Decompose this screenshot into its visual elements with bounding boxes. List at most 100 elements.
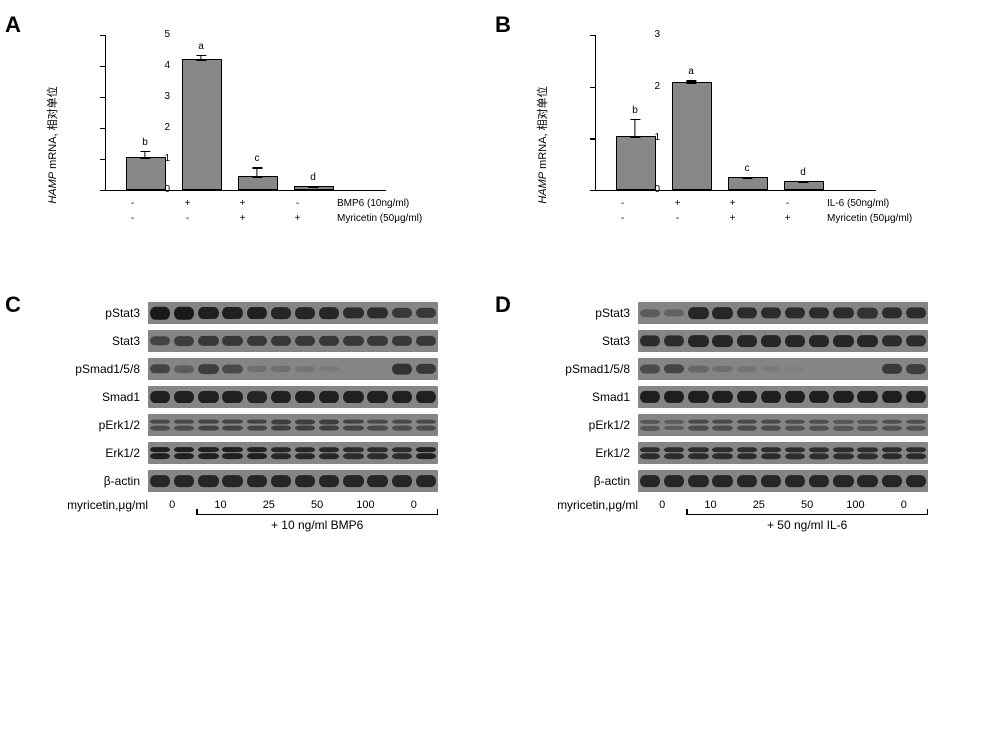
blot-band: [222, 447, 242, 453]
wb-protein-label: β-actin: [60, 474, 148, 488]
blot-lane: [807, 386, 831, 408]
blot-lane: [293, 386, 317, 408]
blot-strip: [148, 442, 438, 464]
blot-band: [198, 447, 218, 453]
blot-band: [392, 308, 412, 318]
blot-band: [343, 447, 363, 452]
blot-strip: [638, 358, 928, 380]
blot-lane: [638, 386, 662, 408]
significance-label: c: [238, 153, 276, 164]
blot-band: [737, 335, 757, 347]
blot-band: [319, 454, 339, 460]
blot-lane: [735, 302, 759, 324]
blot-band: [664, 335, 684, 346]
blot-lane: [221, 386, 245, 408]
wb-dose-label: 0: [880, 499, 928, 511]
blot-band: [319, 475, 339, 487]
wb-row: Smad1: [60, 384, 460, 410]
blot-lane: [686, 302, 710, 324]
blot-band: [882, 364, 902, 374]
blot-band: [271, 419, 291, 424]
treatment-mark: +: [270, 211, 325, 226]
wb-C-xlabel: myricetin,μg/ml: [60, 498, 148, 512]
blot-band: [906, 475, 926, 487]
blot-band: [319, 391, 339, 403]
wb-protein-label: pSmad1/5/8: [550, 362, 638, 376]
blot-band: [198, 364, 218, 374]
chart-A-plot: bacd: [105, 35, 386, 191]
blot-band: [247, 307, 267, 319]
blot-lane: [148, 442, 172, 464]
blot-lane: [807, 358, 831, 380]
blot-band: [809, 419, 829, 424]
blot-band: [664, 447, 684, 452]
blot-lane: [711, 470, 735, 492]
blot-lane: [245, 302, 269, 324]
blot-band: [785, 367, 805, 372]
wb-protein-label: pStat3: [550, 306, 638, 320]
blot-lane: [196, 302, 220, 324]
blot-band: [392, 454, 412, 459]
blot-band: [222, 307, 242, 319]
blot-lane: [366, 358, 390, 380]
blot-lane: [662, 414, 686, 436]
blot-lane: [904, 358, 928, 380]
figure: A HAMP mRNA, 相对单位 bacd -++-BMP6 (10ng/ml…: [20, 20, 980, 540]
blot-band: [906, 335, 926, 346]
blot-strip: [148, 470, 438, 492]
blot-lane: [196, 470, 220, 492]
error-bar: [802, 181, 803, 183]
blot-lane: [196, 358, 220, 380]
blot-lane: [686, 470, 710, 492]
blot-band: [688, 307, 708, 319]
blot-band: [640, 475, 660, 487]
ytick-label: 1: [150, 153, 170, 164]
blot-band: [688, 366, 708, 373]
blot-band: [737, 307, 757, 318]
ytick: [100, 159, 106, 160]
blot-lane: [293, 358, 317, 380]
blot-band: [737, 391, 757, 403]
treatment-label: BMP6 (10ng/ml): [337, 196, 409, 211]
blot-band: [271, 366, 291, 372]
blot-band: [319, 336, 339, 346]
blot-band: [319, 307, 339, 319]
blot-band: [174, 419, 194, 424]
ytick-label: 0: [640, 184, 660, 195]
blot-band: [737, 454, 757, 459]
blot-band: [640, 365, 660, 374]
blot-lane: [221, 330, 245, 352]
significance-label: a: [672, 66, 710, 77]
blot-lane: [317, 358, 341, 380]
blot-band: [882, 391, 902, 403]
treatment-mark: -: [595, 196, 650, 211]
treatment-mark: +: [215, 196, 270, 211]
blot-band: [833, 367, 853, 371]
blot-band: [712, 335, 732, 347]
blot-lane: [880, 442, 904, 464]
blot-lane: [856, 470, 880, 492]
blot-band: [174, 447, 194, 453]
blot-lane: [269, 358, 293, 380]
bar: [728, 177, 768, 190]
blot-band: [367, 307, 387, 318]
panel-D: D pStat3Stat3pSmad1/5/8Smad1pErk1/2Erk1/…: [510, 300, 980, 540]
blot-band: [712, 419, 732, 424]
blot-band: [761, 391, 781, 403]
blot-band: [295, 475, 315, 487]
blot-band: [416, 419, 436, 424]
blot-band: [664, 391, 684, 403]
significance-label: c: [728, 163, 766, 174]
wb-protein-label: pStat3: [60, 306, 148, 320]
blot-band: [857, 426, 877, 430]
treatment-mark: +: [650, 196, 705, 211]
blot-lane: [366, 386, 390, 408]
blot-band: [785, 475, 805, 487]
blot-lane: [759, 330, 783, 352]
blot-lane: [759, 386, 783, 408]
chart-A-treat-row-1: -++-BMP6 (10ng/ml): [105, 196, 422, 211]
blot-band: [174, 475, 194, 487]
chart-B-ylabel-rest: mRNA, 相对单位: [537, 86, 549, 172]
blot-band: [247, 336, 267, 346]
blot-lane: [807, 302, 831, 324]
